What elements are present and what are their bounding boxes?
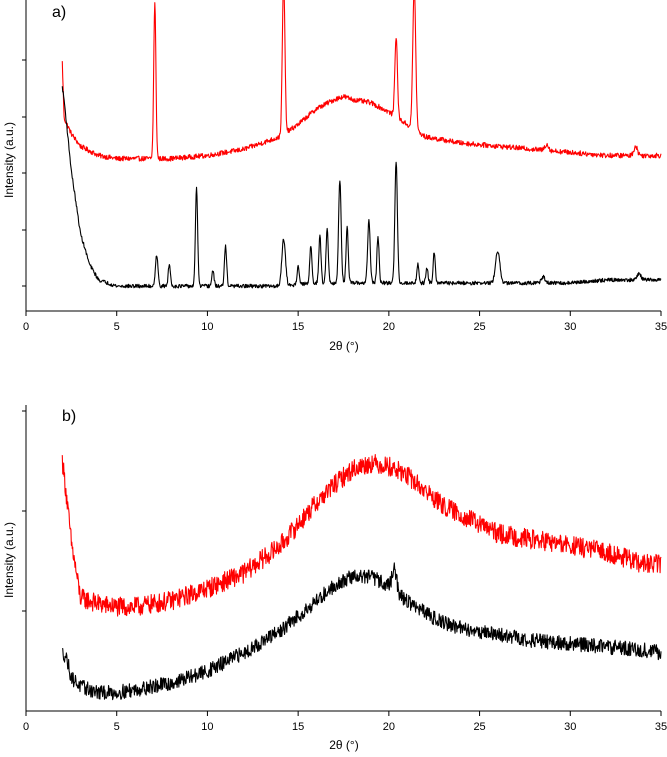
panel-a-label: a) — [52, 4, 66, 21]
x-tick-label: 15 — [292, 321, 304, 333]
x-tick-label: 25 — [473, 721, 485, 733]
x-tick-label: 15 — [292, 721, 304, 733]
panel-a-y-ticks — [22, 59, 26, 287]
x-tick-label: 35 — [655, 721, 667, 733]
x-tick-label: 25 — [473, 321, 485, 333]
x-tick-label: 0 — [23, 721, 29, 733]
red-pattern-line — [61, 454, 662, 617]
x-tick-label: 10 — [201, 721, 213, 733]
x-tick-label: 30 — [564, 721, 576, 733]
red-pattern-line — [61, 0, 662, 162]
x-tick-label: 35 — [655, 321, 667, 333]
x-tick-label: 20 — [383, 321, 395, 333]
x-tick-label: 0 — [23, 321, 29, 333]
panel-a-y-axis-title: Intensity (a.u.) — [2, 122, 16, 198]
panel-b-label: b) — [62, 408, 76, 425]
black-pattern-line — [61, 86, 662, 289]
x-tick-label: 20 — [383, 721, 395, 733]
x-tick-label: 5 — [114, 321, 120, 333]
panel-b-x-ticks: 0 5 10 15 20 25 30 35 — [23, 711, 667, 733]
panel-a-x-axis-title: 2θ (°) — [329, 339, 358, 353]
panel-a: a) 0 5 10 15 20 25 30 35 2θ (°) Intensity (a.u.… — [2, 0, 667, 353]
x-tick-label: 5 — [114, 721, 120, 733]
panel-b-x-axis-title: 2θ (°) — [329, 738, 358, 752]
panel-b-series — [61, 454, 662, 701]
panel-b-y-ticks — [22, 410, 26, 612]
black-pattern-line — [61, 562, 662, 701]
panel-a-series — [61, 0, 662, 289]
x-tick-label: 30 — [564, 321, 576, 333]
panel-a-x-ticks: 0 5 10 15 20 25 30 35 — [23, 311, 667, 333]
x-tick-label: 10 — [201, 321, 213, 333]
panel-b: b) 0 5 10 15 20 25 30 35 2θ (°) Intensity (a.u.… — [2, 405, 667, 752]
panel-b-y-axis-title: Intensity (a.u.) — [2, 522, 16, 598]
